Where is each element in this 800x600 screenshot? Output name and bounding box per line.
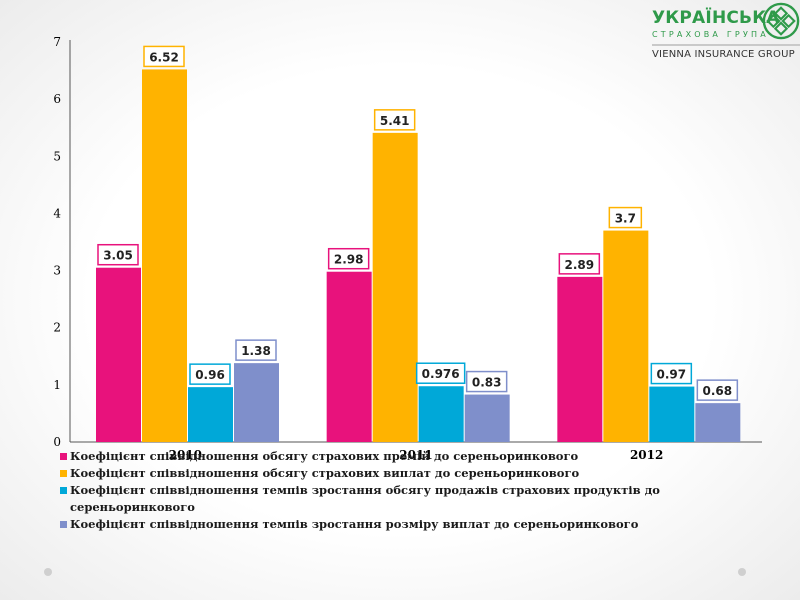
- data-label: 0.68: [703, 384, 733, 398]
- data-label: 0.97: [657, 368, 687, 382]
- y-tick-label: 4: [53, 206, 61, 220]
- data-label: 5.41: [380, 114, 410, 128]
- legend-swatch: [60, 453, 67, 460]
- chart-bar: [603, 231, 648, 442]
- legend-label: Коефіцієнт співвідношення обсягу страхов…: [70, 466, 579, 480]
- chart-bar: [327, 272, 372, 442]
- y-tick-label: 6: [53, 92, 61, 106]
- legend-item: Коефіцієнт співвідношення темпів зростан…: [60, 516, 740, 533]
- chart-bar: [465, 395, 510, 442]
- data-label: 3.7: [615, 212, 636, 226]
- chart-bar: [557, 277, 602, 442]
- chart-legend: Коефіцієнт співвідношення обсягу страхов…: [60, 448, 740, 533]
- y-tick-label: 3: [53, 264, 61, 278]
- data-label: 2.98: [334, 253, 364, 267]
- data-label: 2.89: [565, 258, 595, 272]
- chart-bar: [234, 363, 279, 442]
- chart-bar: [695, 403, 740, 442]
- y-tick-label: 0: [53, 435, 61, 449]
- data-label: 0.83: [472, 376, 502, 390]
- chart-bar: [419, 386, 464, 442]
- y-tick-label: 5: [53, 149, 61, 163]
- data-label: 0.96: [195, 368, 225, 382]
- legend-item: Коефіцієнт співвідношення обсягу страхов…: [60, 448, 740, 465]
- chart-bar: [96, 268, 141, 442]
- chart-bar: [188, 387, 233, 442]
- legend-label: Коефіцієнт співвідношення темпів зростан…: [70, 517, 638, 531]
- chart-bar: [649, 387, 694, 442]
- y-tick-label: 7: [53, 35, 61, 49]
- data-label: 6.52: [149, 50, 179, 64]
- data-label: 3.05: [103, 249, 133, 263]
- chart-bars: [96, 69, 740, 442]
- legend-item: Коефіцієнт співвідношення обсягу страхов…: [60, 465, 740, 482]
- chart-bar: [373, 133, 418, 442]
- slide-decoration-dot: [44, 568, 52, 576]
- legend-item: Коефіцієнт співвідношення темпів зростан…: [60, 482, 740, 516]
- legend-label: Коефіцієнт співвідношення темпів зростан…: [70, 483, 660, 514]
- slide-decoration-dot: [738, 568, 746, 576]
- legend-label: Коефіцієнт співвідношення обсягу страхов…: [70, 449, 578, 463]
- y-tick-label: 1: [53, 378, 61, 392]
- data-label: 0.976: [422, 367, 460, 381]
- legend-swatch: [60, 487, 67, 494]
- legend-swatch: [60, 521, 67, 528]
- y-tick-label: 2: [53, 321, 61, 335]
- chart-bar: [142, 69, 187, 442]
- data-label: 1.38: [241, 344, 271, 358]
- legend-swatch: [60, 470, 67, 477]
